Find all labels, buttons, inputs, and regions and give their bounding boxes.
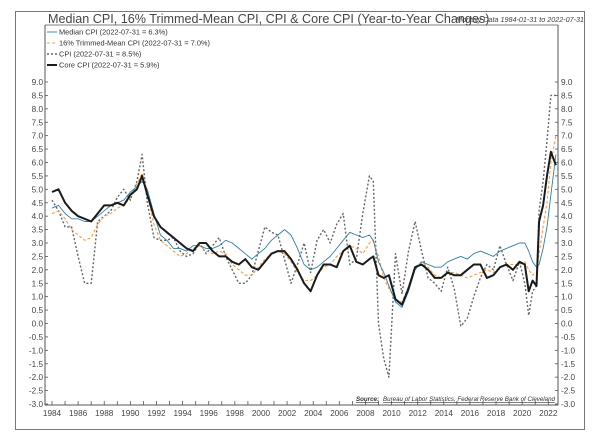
y-tick-label-left: 8.0 xyxy=(32,105,44,114)
y-tick-label-right: -1.5 xyxy=(561,360,576,369)
y-tick-label-left: 9.0 xyxy=(32,78,44,87)
y-tick-label-left: -2.0 xyxy=(29,373,44,382)
y-tick-label-left: -3.0 xyxy=(29,400,44,409)
legend: Median CPI (2022-07-31 = 6.3%) 16% Trimm… xyxy=(47,28,210,70)
source-text: Bureau of Labor Statistics, Federal Rese… xyxy=(383,396,556,403)
x-tick-label: 2018 xyxy=(487,409,506,418)
x-tick-label: 1996 xyxy=(200,409,219,418)
legend-label-cpi: CPI (2022-07-31 = 8.5%) xyxy=(59,50,141,59)
y-tick-label-left: 2.5 xyxy=(32,252,44,261)
y-tick-label-right: 9.0 xyxy=(561,78,573,87)
y-tick-label-right: 0.5 xyxy=(561,306,573,315)
trimmed-mean-cpi-line xyxy=(51,135,557,303)
x-tick-label: 1992 xyxy=(147,409,166,418)
y-tick-label-right: -1.0 xyxy=(561,346,576,355)
x-tick-label: 2004 xyxy=(304,409,323,418)
y-tick-label-right: 2.0 xyxy=(561,266,573,275)
y-tick-label-right: 4.0 xyxy=(561,212,573,221)
y-tick-label-left: 4.5 xyxy=(32,199,44,208)
y-tick-label-left: -1.0 xyxy=(29,346,44,355)
x-tick-label: 1988 xyxy=(95,409,114,418)
y-tick-label-right: -2.0 xyxy=(561,373,576,382)
x-tick-label: 1994 xyxy=(173,409,192,418)
axes xyxy=(44,24,559,406)
source-note: Source: Bureau of Labor Statistics, Feder… xyxy=(356,396,556,403)
y-tick-label-left: 6.5 xyxy=(32,145,44,154)
y-tick-label-right: 6.5 xyxy=(561,145,573,154)
y-tick-label-left: 6.0 xyxy=(32,159,44,168)
y-tick-label-right: 3.5 xyxy=(561,226,573,235)
y-tick-label-right: 7.5 xyxy=(561,118,573,127)
y-tick-label-left: 4.0 xyxy=(32,212,44,221)
y-tick-label-right: 0.0 xyxy=(561,320,573,329)
y-tick-label-right: -2.5 xyxy=(561,387,576,396)
y-tick-label-right: -3.0 xyxy=(561,400,576,409)
chart-subtitle: Monthly Data 1984-01-31 to 2022-07-31 xyxy=(456,15,584,24)
y-tick-label-right: 4.5 xyxy=(561,199,573,208)
y-ticks-right: 9.0 8.5 8.0 7.5 7.0 6.5 6.0 5.5 5.0 4.5 4.0 3.5 3.0 2… xyxy=(555,78,576,409)
y-tick-label-right: 7.0 xyxy=(561,132,573,141)
legend-label-median: Median CPI (2022-07-31 = 6.3%) xyxy=(59,28,168,37)
y-tick-label-right: 8.0 xyxy=(561,105,573,114)
chart-title: Median CPI, 16% Trimmed-Mean CPI, CPI & … xyxy=(48,12,489,26)
y-tick-label-left: 7.5 xyxy=(32,118,44,127)
y-tick-label-left: 0.5 xyxy=(32,306,44,315)
y-tick-label-right: 5.0 xyxy=(561,185,573,194)
x-ticks: 1984 1986 1988 1990 1992 1994 1996 1998 2000 2002… xyxy=(43,401,558,418)
series-lines xyxy=(51,94,557,378)
x-tick-label: 2010 xyxy=(382,409,401,418)
x-tick-label: 2022 xyxy=(539,409,558,418)
x-tick-label: 2002 xyxy=(278,409,297,418)
x-tick-label: 2016 xyxy=(461,409,480,418)
y-tick-label-left: 8.5 xyxy=(32,91,44,100)
x-tick-label: 1984 xyxy=(43,409,62,418)
y-tick-label-left: -2.5 xyxy=(29,387,44,396)
y-tick-label-left: 2.0 xyxy=(32,266,44,275)
y-tick-label-left: 3.5 xyxy=(32,226,44,235)
x-tick-label: 2012 xyxy=(409,409,428,418)
y-tick-label-right: 3.0 xyxy=(561,239,573,248)
y-tick-label-left: 0.0 xyxy=(32,320,44,329)
y-tick-label-left: 1.0 xyxy=(32,293,44,302)
y-tick-label-left: 5.5 xyxy=(32,172,44,181)
legend-label-core-cpi: Core CPI (2022-07-31 = 5.9%) xyxy=(59,61,159,70)
y-tick-label-left: 5.0 xyxy=(32,185,44,194)
y-tick-label-right: 8.5 xyxy=(561,91,573,100)
cpi-line xyxy=(51,94,556,378)
x-tick-label: 2000 xyxy=(252,409,271,418)
y-tick-label-right: 5.5 xyxy=(561,172,573,181)
x-tick-label: 1998 xyxy=(226,409,245,418)
y-tick-label-right: 1.0 xyxy=(561,293,573,302)
y-tick-label-left: 3.0 xyxy=(32,239,44,248)
x-tick-label: 1986 xyxy=(69,409,88,418)
x-tick-label: 2020 xyxy=(513,409,532,418)
y-tick-label-right: 6.0 xyxy=(561,159,573,168)
y-tick-label-right: 1.5 xyxy=(561,279,573,288)
source-label: Source: xyxy=(356,396,379,403)
y-tick-label-left: 1.5 xyxy=(32,279,44,288)
x-tick-label: 2014 xyxy=(435,409,454,418)
chart-frame xyxy=(15,11,585,430)
x-tick-label: 2006 xyxy=(330,409,349,418)
y-tick-label-left: 7.0 xyxy=(32,132,44,141)
y-tick-label-left: -1.5 xyxy=(29,360,44,369)
core-cpi-line xyxy=(51,150,557,306)
y-ticks-left: 9.0 8.5 8.0 7.5 7.0 6.5 6.0 5.5 5.0 4.5 4.0 3.5 3.0 2… xyxy=(29,78,48,409)
legend-label-trimmed-mean: 16% Trimmed-Mean CPI (2022-07-31 = 7.0%) xyxy=(59,39,210,48)
x-tick-label: 2008 xyxy=(356,409,375,418)
y-tick-label-right: 2.5 xyxy=(561,252,573,261)
y-tick-label-right: -0.5 xyxy=(561,333,576,342)
x-tick-label: 1990 xyxy=(121,409,140,418)
y-tick-label-left: -0.5 xyxy=(29,333,44,342)
